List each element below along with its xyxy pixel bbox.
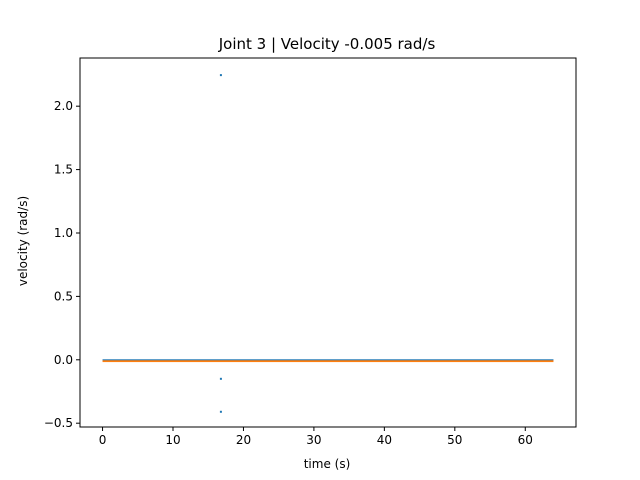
series-2-band [102, 360, 554, 363]
y-axis-label: velocity (rad/s) [16, 196, 30, 286]
x-tick-label: 60 [518, 433, 533, 447]
series-1-point-3 [219, 410, 222, 413]
y-tick-label: 2.0 [54, 99, 73, 113]
x-tick-label: 40 [377, 433, 392, 447]
x-tick-label: 50 [447, 433, 462, 447]
y-tick-label: 0.0 [54, 353, 73, 367]
x-tick-label: 0 [99, 433, 107, 447]
x-tick-label: 20 [236, 433, 251, 447]
y-axis: −0.5 0.0 0.5 1.0 1.5 2.0 [44, 99, 80, 430]
plot-area [102, 74, 554, 413]
series-2 [102, 360, 554, 363]
series-1-band [102, 359, 554, 361]
y-tick-label: 1.0 [54, 226, 73, 240]
series-1-point-2 [219, 377, 222, 380]
y-tick-label: 1.5 [54, 163, 73, 177]
chart-title: Joint 3 | Velocity -0.005 rad/s [218, 35, 436, 53]
x-tick-label: 10 [165, 433, 180, 447]
y-tick-label: 0.5 [54, 289, 73, 303]
series-1-point-1 [219, 74, 222, 77]
y-tick-label: −0.5 [44, 416, 73, 430]
x-tick-label: 30 [306, 433, 321, 447]
series-1 [102, 74, 554, 413]
plot-frame [79, 57, 577, 428]
x-axis: 0 10 20 30 40 50 60 [99, 427, 533, 447]
x-axis-label: time (s) [304, 457, 351, 471]
